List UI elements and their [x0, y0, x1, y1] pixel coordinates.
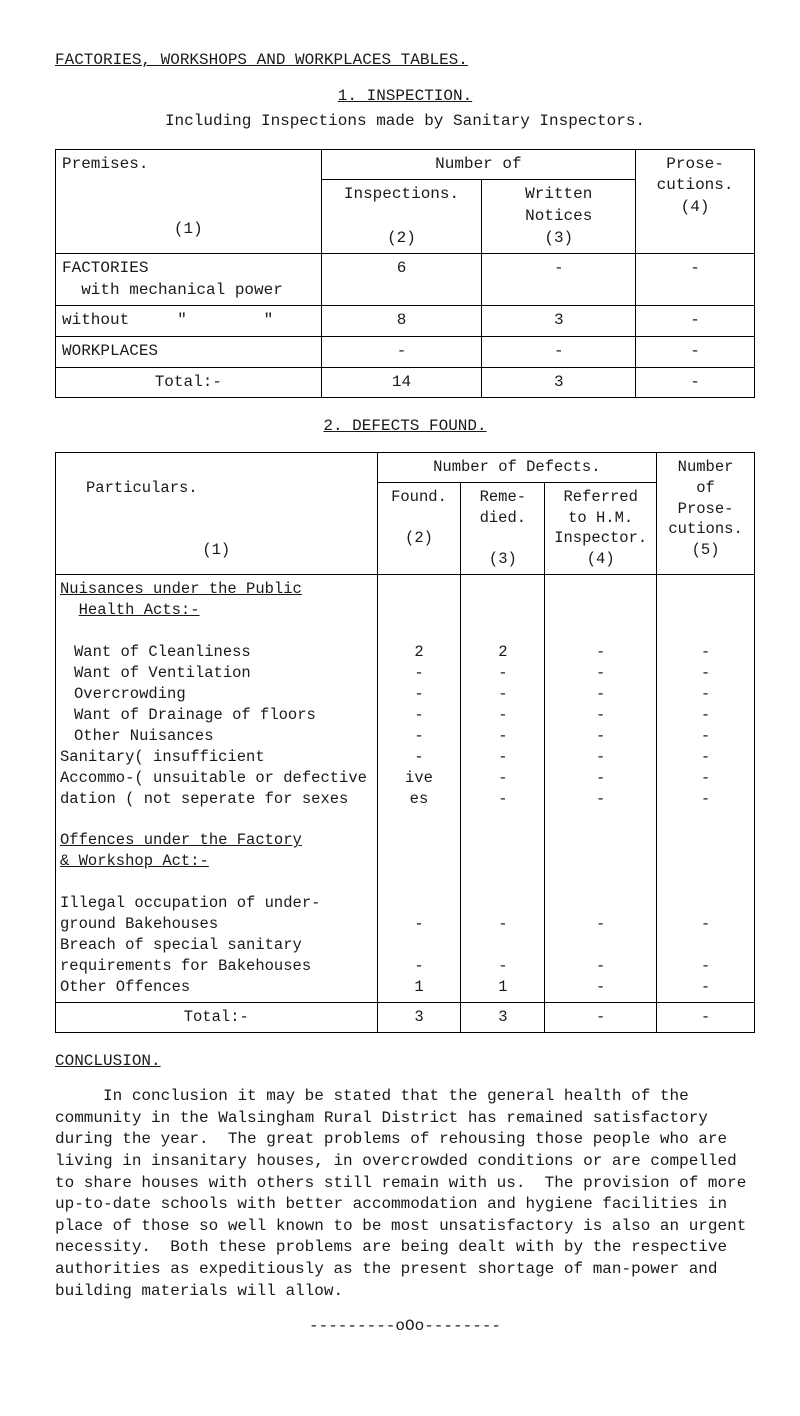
t2-col2: (2)	[405, 529, 433, 547]
row-label: Want of Cleanliness	[60, 642, 371, 663]
row-label: ground Bakehouses	[60, 915, 218, 933]
section-nuisances: Nuisances under the Public	[60, 580, 302, 598]
col-premises: Premises.	[62, 155, 148, 173]
t2-col5: (5)	[692, 541, 720, 559]
cell: -	[701, 915, 710, 933]
cell: -	[596, 706, 605, 724]
cell: -	[414, 727, 423, 745]
cell: -	[701, 769, 710, 787]
cell: -	[498, 957, 507, 975]
cell: -	[414, 664, 423, 682]
col1-num: (1)	[62, 219, 315, 241]
col-inspections: Inspections.	[344, 185, 459, 203]
row-label: Breach of special sanitary	[60, 936, 302, 954]
inspection-subtitle: 1. INSPECTION.	[55, 86, 755, 108]
table-row: Nuisances under the Public Health Acts:-…	[56, 575, 755, 1002]
row-label: Overcrowding	[60, 684, 371, 705]
table-row: FACTORIES with mechanical power 6 - -	[56, 254, 755, 306]
inspection-table: Premises. (1) Number of Prose- cutions. …	[55, 149, 755, 398]
t2-col3: (3)	[489, 550, 517, 568]
cell: -	[701, 748, 710, 766]
cell: -	[596, 957, 605, 975]
cell: 1	[414, 978, 423, 996]
conclusion-body: In conclusion it may be stated that the …	[55, 1086, 755, 1302]
t2-col1: (1)	[62, 540, 371, 561]
section-offences: Offences under the Factory	[60, 831, 302, 849]
col-written: Written Notices	[525, 185, 592, 225]
intro-text: Including Inspections made by Sanitary I…	[55, 111, 755, 133]
cell: -	[498, 685, 507, 703]
row-label: Sanitary( insufficient	[60, 748, 265, 766]
table-row-total: Total:- 14 3 -	[56, 367, 755, 398]
separator: ---------oOo--------	[55, 1316, 755, 1338]
cell: -	[414, 748, 423, 766]
col-remedied: Reme- died.	[480, 488, 527, 527]
row-label: Other Nuisances	[60, 726, 371, 747]
cell: -	[596, 790, 605, 808]
cell: -	[414, 957, 423, 975]
cell: -	[701, 643, 710, 661]
cell: -	[498, 727, 507, 745]
cell: -	[596, 643, 605, 661]
table-row-total: Total:- 3 3 - -	[56, 1002, 755, 1032]
cell: -	[701, 957, 710, 975]
row-label: Other Offences	[60, 978, 190, 996]
defects-heading: 2. DEFECTS FOUND.	[55, 416, 755, 438]
row-label: requirements for Bakehouses	[60, 957, 311, 975]
cell: -	[498, 769, 507, 787]
col2-num: (2)	[387, 229, 416, 247]
col-num-defects: Number of Defects.	[377, 452, 657, 482]
col3-num: (3)	[544, 229, 573, 247]
cell: -	[596, 915, 605, 933]
section-health-acts: Health Acts:-	[79, 601, 200, 619]
cell: 1	[498, 978, 507, 996]
cell: -	[498, 706, 507, 724]
col4-num: (4)	[681, 198, 710, 216]
cell: 2	[414, 643, 423, 661]
table-row: WORKPLACES - - -	[56, 336, 755, 367]
col-particulars: Particulars.	[62, 478, 371, 499]
cell: -	[596, 769, 605, 787]
row-label: Want of Ventilation	[60, 663, 371, 684]
cell: 2	[498, 643, 507, 661]
cell: -	[498, 915, 507, 933]
col-prose: Prose- cutions.	[657, 155, 734, 195]
row-label: dation ( not seperate for sexes	[60, 790, 348, 808]
cell: -	[498, 748, 507, 766]
cell: -	[596, 664, 605, 682]
cell: -	[701, 685, 710, 703]
cell: -	[596, 685, 605, 703]
col-referred: Referred to H.M. Inspector.	[554, 488, 647, 548]
cell: -	[701, 706, 710, 724]
row-label: Illegal occupation of under-	[60, 894, 320, 912]
cell: -	[701, 727, 710, 745]
cell: -	[596, 748, 605, 766]
cell: -	[701, 664, 710, 682]
cell: -	[596, 727, 605, 745]
cell: -	[498, 790, 507, 808]
cell: -	[498, 664, 507, 682]
main-title: FACTORIES, WORKSHOPS AND WORKPLACES TABL…	[55, 50, 755, 72]
col-number-of: Number of	[321, 149, 636, 180]
cell: -	[414, 685, 423, 703]
table-row: without " " 8 3 -	[56, 306, 755, 337]
row-label: Accommo-( unsuitable or defective	[60, 769, 367, 787]
cell: -	[414, 915, 423, 933]
conclusion-heading: CONCLUSION.	[55, 1051, 755, 1073]
t2-col4: (4)	[587, 550, 615, 568]
col-found: Found.	[391, 488, 447, 506]
row-label: Want of Drainage of floors	[60, 705, 371, 726]
defects-table: Particulars. (1) Number of Defects. Numb…	[55, 452, 755, 1033]
section-workshop: & Workshop Act:-	[60, 852, 209, 870]
cell: -	[596, 978, 605, 996]
cell: -	[701, 978, 710, 996]
cell: -	[414, 706, 423, 724]
cell: -	[701, 790, 710, 808]
col-num-prose: Number of Prose- cutions.	[668, 458, 742, 539]
